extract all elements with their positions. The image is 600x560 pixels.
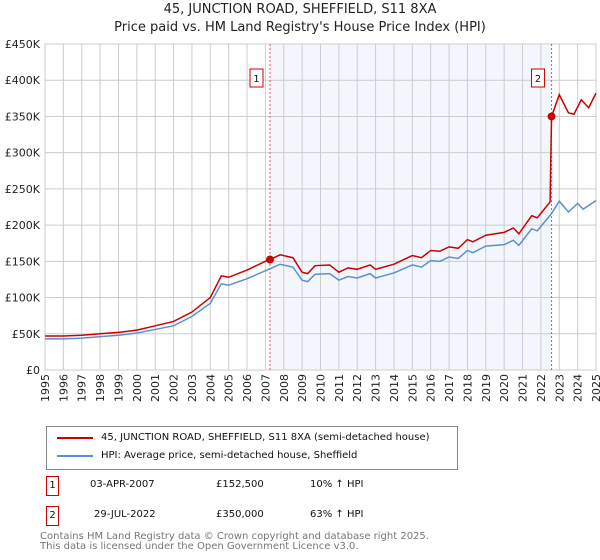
sale-point — [547, 112, 556, 121]
y-tick-label: £350K — [5, 110, 41, 123]
x-tick-label: 2005 — [223, 374, 236, 402]
x-tick-label: 2019 — [480, 374, 493, 402]
y-tick-label: £400K — [5, 74, 41, 87]
x-tick-label: 2004 — [204, 374, 217, 402]
sale-point — [265, 255, 274, 264]
x-tick-label: 2021 — [517, 374, 530, 402]
y-tick-label: £450K — [5, 38, 41, 51]
x-tick-label: 2009 — [296, 374, 309, 402]
x-tick-label: 1996 — [57, 374, 70, 402]
x-tick-label: 2008 — [278, 374, 291, 402]
x-tick-label: 2013 — [370, 374, 383, 402]
x-tick-label: 2011 — [333, 374, 346, 402]
y-tick-label: £150K — [5, 255, 41, 268]
x-tick-label: 2024 — [572, 374, 585, 402]
legend-swatch-red — [57, 436, 93, 439]
hpi-line — [45, 199, 597, 340]
table-row: 1 03-APR-2007 £152,500 10% ↑ HPI — [46, 476, 446, 496]
x-tick-label: 2022 — [535, 374, 548, 402]
x-tick-label: 2015 — [406, 374, 419, 402]
chart-title: 45, JUNCTION ROAD, SHEFFIELD, S11 8XA — [163, 2, 437, 17]
x-tick-label: 2020 — [498, 374, 511, 402]
sale-price: £350,000 — [216, 509, 264, 520]
sale-label-box — [249, 68, 264, 88]
footer-copyright: Contains HM Land Registry data © Crown c… — [40, 531, 429, 542]
sale-date: 03-APR-2007 — [90, 479, 155, 490]
plot-area: £0 £50K £100K £150K £200K £250K £300K £350K £400… — [5, 38, 600, 402]
y-tick-label: £100K — [5, 292, 41, 305]
x-tick-label: 2014 — [388, 374, 401, 402]
x-tick-label: 1997 — [76, 374, 89, 402]
chart-subtitle: Price paid vs. HM Land Registry's House … — [114, 20, 486, 35]
x-tick-label: 2006 — [241, 374, 254, 402]
table-row: 2 29-JUL-2022 £350,000 63% ↑ HPI — [46, 506, 446, 526]
x-tick-label: 2023 — [553, 374, 566, 402]
y-tick-label: £50K — [12, 328, 41, 341]
x-tick-label: 2025 — [590, 374, 600, 402]
property-price-line — [45, 92, 597, 337]
y-tick-label: £0 — [26, 364, 40, 377]
x-tick-label: 2000 — [131, 374, 144, 402]
sale-label: 2 — [535, 74, 541, 85]
legend-label-hpi: HPI: Average price, semi-detached house,… — [101, 450, 358, 461]
sale-label-box — [531, 68, 546, 88]
x-tick-label: 2003 — [186, 374, 199, 402]
legend-swatch-blue — [57, 454, 93, 457]
x-tick-label: 2016 — [425, 374, 438, 402]
sale-hpi: 10% ↑ HPI — [310, 479, 364, 490]
legend-label-property: 45, JUNCTION ROAD, SHEFFIELD, S11 8XA (s… — [101, 432, 430, 443]
x-tick-label: 1999 — [112, 374, 125, 402]
sale-hpi: 63% ↑ HPI — [310, 509, 364, 520]
y-tick-label: £300K — [5, 147, 41, 160]
x-tick-label: 2018 — [461, 374, 474, 402]
sale-label: 1 — [253, 74, 259, 85]
sale-marker-box: 1 — [46, 476, 59, 496]
x-tick-label: 2012 — [351, 374, 364, 402]
legend: 45, JUNCTION ROAD, SHEFFIELD, S11 8XA (s… — [46, 426, 458, 470]
ownership-shade — [269, 44, 552, 370]
x-tick-label: 1995 — [39, 374, 52, 402]
footer-licence: This data is licensed under the Open Gov… — [40, 541, 359, 552]
sale-date: 29-JUL-2022 — [94, 509, 156, 520]
plot-frame — [44, 43, 597, 371]
x-tick-label: 1998 — [94, 374, 107, 402]
x-tick-label: 2010 — [315, 374, 328, 402]
sale-marker-box: 2 — [46, 506, 59, 526]
y-tick-label: £250K — [5, 183, 41, 196]
sale-price: £152,500 — [216, 479, 264, 490]
y-tick-label: £200K — [5, 219, 41, 232]
x-tick-label: 2007 — [259, 374, 272, 402]
x-tick-label: 2002 — [168, 374, 181, 402]
x-tick-label: 2017 — [443, 374, 456, 402]
x-tick-label: 2001 — [149, 374, 162, 402]
